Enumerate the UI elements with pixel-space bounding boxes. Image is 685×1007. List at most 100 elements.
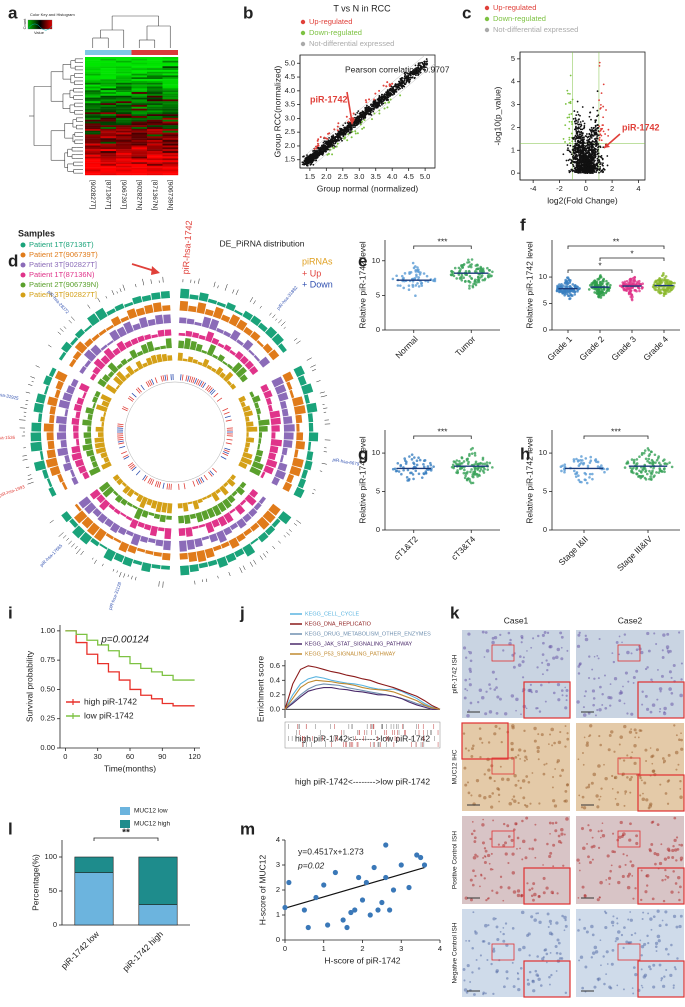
background-point <box>353 126 356 129</box>
circos-bar <box>286 473 295 484</box>
heatmap-cell <box>162 162 179 165</box>
color-key-histogram <box>27 23 53 31</box>
heatmap-cell <box>116 147 132 150</box>
background-point <box>566 285 569 289</box>
background-point <box>360 116 363 119</box>
background-point <box>343 131 345 133</box>
heatmap-cell <box>147 127 163 130</box>
background-point <box>630 298 634 302</box>
outer-track <box>319 470 323 472</box>
background-point <box>596 115 598 118</box>
background-point <box>334 142 337 145</box>
circos-bar <box>91 333 100 342</box>
heatmap-cell <box>131 132 148 135</box>
legend-marker <box>20 282 26 288</box>
heatmap-cell <box>147 165 163 168</box>
heatmap-cell <box>147 123 163 126</box>
circos-bar <box>206 494 212 499</box>
background-point <box>463 476 467 480</box>
heatmap-cell <box>147 136 163 139</box>
circos-bar <box>271 518 281 528</box>
circos-bar <box>143 523 152 531</box>
inner-track <box>197 478 201 485</box>
legend-marker <box>300 41 306 47</box>
background-point <box>411 283 415 287</box>
circos-bar <box>89 488 101 500</box>
circos-bar <box>137 335 145 343</box>
heatmap-cell <box>85 57 101 60</box>
background-point <box>480 275 483 279</box>
background-point <box>591 169 594 172</box>
heatmap-cell <box>131 171 148 174</box>
y-tick-label: 4 <box>511 77 515 86</box>
background-point <box>594 153 596 155</box>
heatmap-cell <box>85 66 101 69</box>
inner-track <box>200 381 205 388</box>
circos-bar <box>191 332 200 339</box>
circos-bar <box>219 372 226 379</box>
background-point <box>412 69 415 72</box>
background-point <box>374 92 377 95</box>
background-point <box>304 162 307 164</box>
background-point <box>302 155 304 158</box>
y-axis-label: -log10(p_value) <box>492 86 502 145</box>
background-point <box>337 134 340 137</box>
circos-bar <box>217 501 227 513</box>
inner-track <box>149 478 153 485</box>
background-point <box>602 116 605 119</box>
inner-track <box>135 388 141 394</box>
background-point <box>415 463 419 467</box>
background-point <box>313 152 315 155</box>
circos-bar <box>139 496 149 509</box>
y-tick-label: 3 <box>511 100 515 109</box>
background-point <box>347 125 349 127</box>
background-point <box>602 164 604 167</box>
outer-track <box>249 561 253 567</box>
heatmap-cell <box>147 143 163 146</box>
circos-bar <box>155 314 164 325</box>
heatmap-cell <box>85 116 101 119</box>
circos-bar <box>236 518 247 529</box>
heatmap-cell <box>85 128 101 131</box>
heatmap-cell <box>100 125 117 128</box>
background-point <box>320 147 323 150</box>
circos-bar <box>109 329 121 342</box>
outer-track <box>232 289 235 294</box>
heatmap-cell <box>116 79 132 82</box>
circos-bar <box>79 365 87 374</box>
background-point <box>569 162 572 164</box>
background-point <box>478 269 482 273</box>
background-point <box>581 134 584 136</box>
circos-bar <box>70 378 79 388</box>
significance-bracket <box>567 269 633 273</box>
background-point <box>596 167 599 170</box>
x-tick-label: cT3&T4 <box>449 534 477 562</box>
circos-bar <box>206 364 213 370</box>
background-point <box>457 266 461 270</box>
circos-bar <box>254 402 260 409</box>
background-point <box>467 260 471 264</box>
circos-bar <box>256 516 270 530</box>
background-point <box>584 154 586 157</box>
background-point <box>577 151 580 154</box>
background-point <box>598 136 601 139</box>
significance-label: ** <box>613 236 620 246</box>
circos-bar <box>223 512 234 524</box>
heatmap-cell <box>116 121 132 124</box>
heatmap-cell <box>131 58 148 61</box>
background-point <box>597 155 600 158</box>
background-point <box>406 468 410 472</box>
heatmap-cell <box>85 149 101 152</box>
inner-track <box>194 378 198 384</box>
background-point <box>581 152 584 154</box>
circos-bar <box>245 442 251 448</box>
heatmap-cell <box>85 141 101 144</box>
background-point <box>393 90 396 93</box>
heatmap-cell <box>147 145 163 148</box>
background-point <box>579 135 582 138</box>
circos-bar <box>240 401 246 408</box>
background-point <box>409 78 412 81</box>
heatmap-cell <box>162 117 179 120</box>
background-point <box>625 279 629 283</box>
background-point <box>390 85 393 88</box>
